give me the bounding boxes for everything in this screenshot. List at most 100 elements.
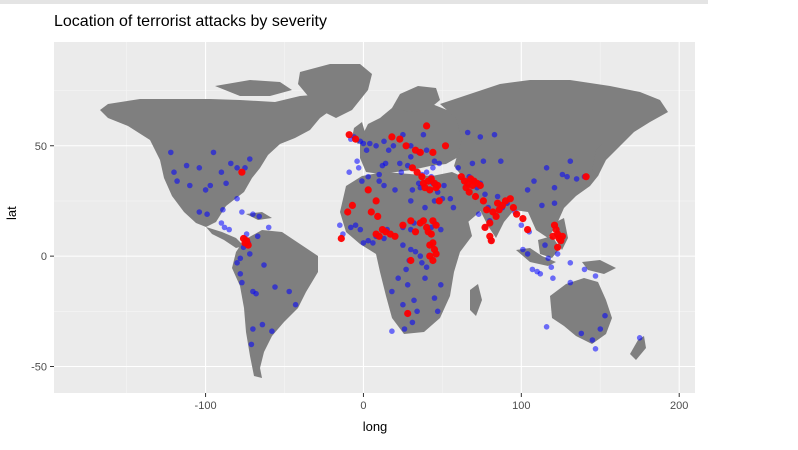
- blue-point: [265, 224, 272, 231]
- blue-point: [382, 160, 389, 167]
- blue-point: [337, 222, 343, 228]
- red-point: [486, 219, 494, 227]
- land-greenland: [298, 64, 372, 118]
- blue-point: [256, 213, 263, 220]
- blue-point: [207, 182, 214, 189]
- blue-point: [545, 255, 551, 262]
- red-point: [388, 133, 396, 141]
- red-point: [434, 181, 442, 190]
- blue-point: [477, 134, 484, 140]
- red-point: [344, 208, 352, 216]
- x-tick-label: 200: [670, 400, 688, 412]
- blue-point: [518, 222, 525, 228]
- land-europe: [360, 104, 466, 174]
- land-north-america: [100, 92, 350, 227]
- blue-point: [363, 147, 370, 153]
- land-canada-islands: [215, 80, 292, 96]
- red-point: [411, 228, 420, 236]
- red-point: [471, 192, 480, 201]
- red-point: [549, 232, 557, 240]
- blue-point: [239, 279, 245, 286]
- blue-point: [354, 158, 360, 164]
- blue-point: [412, 248, 419, 255]
- blue-point: [389, 328, 395, 335]
- red-point: [367, 208, 375, 216]
- blue-point: [564, 173, 570, 180]
- red-point: [554, 243, 562, 251]
- blue-point: [592, 346, 599, 352]
- blue-point: [464, 129, 471, 136]
- red-point: [429, 239, 437, 247]
- blue-point: [636, 335, 643, 341]
- land-borneo: [538, 236, 560, 258]
- red-point: [432, 250, 440, 258]
- blue-point: [567, 158, 574, 164]
- red-point: [423, 122, 431, 130]
- red-point: [513, 210, 521, 218]
- blue-point: [403, 266, 409, 273]
- blue-point: [196, 165, 203, 171]
- blue-point: [539, 202, 545, 209]
- red-point: [481, 223, 489, 231]
- red-point: [419, 217, 427, 225]
- land-japan: [592, 144, 606, 176]
- red-point: [552, 226, 560, 234]
- x-tick-label: -100: [195, 400, 217, 412]
- blue-point: [482, 191, 488, 198]
- red-point: [364, 186, 372, 194]
- land-new-guinea: [582, 260, 616, 274]
- blue-point: [234, 165, 240, 171]
- red-point: [407, 256, 415, 265]
- blue-point: [352, 222, 359, 228]
- red-point: [468, 181, 476, 190]
- red-point: [374, 212, 382, 220]
- blue-point: [171, 169, 177, 175]
- red-point: [375, 232, 383, 240]
- blue-point: [355, 165, 362, 171]
- blue-point: [292, 301, 299, 308]
- blue-point: [475, 211, 482, 217]
- blue-point: [567, 279, 574, 286]
- blue-point: [204, 211, 210, 217]
- blue-point: [348, 224, 354, 231]
- blue-point: [438, 226, 444, 233]
- blue-point: [168, 149, 174, 156]
- x-tick-label: 100: [512, 400, 530, 412]
- blue-point: [360, 240, 367, 246]
- blue-point: [254, 233, 261, 240]
- blue-point: [408, 154, 414, 160]
- blue-point: [408, 198, 414, 204]
- red-point: [495, 206, 503, 214]
- blue-point: [498, 158, 504, 164]
- y-axis-label-wrap: lat: [4, 206, 19, 220]
- blue-point: [422, 204, 428, 211]
- blue-point: [385, 147, 392, 153]
- blue-point: [183, 162, 190, 169]
- red-point: [399, 221, 407, 229]
- blue-point: [389, 288, 395, 295]
- blue-point: [346, 169, 353, 175]
- blue-point: [359, 178, 365, 184]
- blue-point: [390, 143, 397, 149]
- y-axis-label: lat: [4, 206, 19, 220]
- blue-point: [430, 165, 436, 171]
- red-point: [427, 230, 435, 238]
- blue-point: [398, 169, 405, 175]
- x-axis-ticks: -100 0 100 200: [195, 393, 688, 412]
- blue-point: [220, 207, 226, 213]
- blue-point: [376, 178, 383, 184]
- red-point: [238, 168, 246, 176]
- blue-point: [434, 308, 441, 315]
- blue-point: [376, 171, 383, 178]
- red-point: [402, 142, 410, 150]
- blue-point: [414, 308, 420, 315]
- blue-point: [250, 326, 256, 332]
- blue-point: [559, 171, 566, 178]
- blue-point: [370, 240, 376, 246]
- blue-point: [524, 251, 531, 257]
- y-tick-label: 50: [35, 141, 47, 153]
- blue-point: [397, 160, 403, 167]
- red-point: [479, 197, 487, 205]
- blue-point: [218, 169, 225, 175]
